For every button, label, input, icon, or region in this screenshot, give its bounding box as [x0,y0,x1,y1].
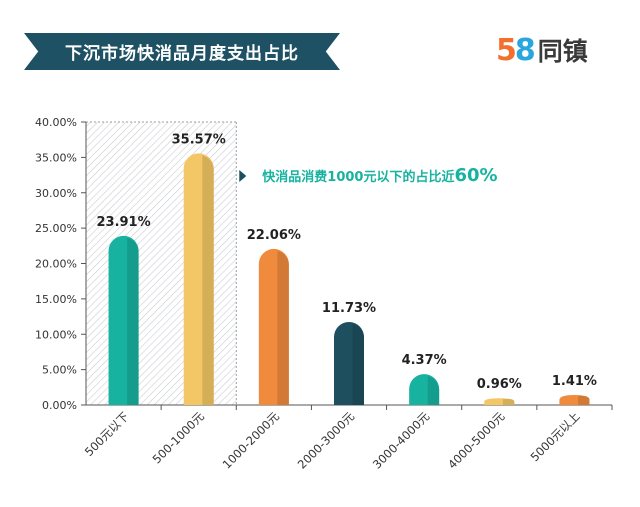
x-tick-label: 4000-5000元 [445,409,508,472]
value-label: 35.57% [172,132,226,147]
logo-digit-8: 8 [514,32,536,68]
annotation-arrow [239,170,247,182]
y-tick-label: 25.00% [35,222,77,235]
bar [409,374,440,405]
bar-shade [127,237,139,405]
value-label: 0.96% [477,377,522,392]
value-label: 1.41% [552,374,597,389]
y-tick-label: 20.00% [35,258,77,271]
logo-text: 同镇 [537,37,588,66]
bar [258,248,289,405]
chart-title: 下沉市场快消品月度支出占比 [65,44,299,64]
x-tick-label: 2000-3000元 [295,409,358,472]
bar-shade [578,395,590,405]
bar [559,395,590,405]
bar-shade [427,376,440,405]
value-label: 23.91% [96,215,150,230]
highlight-region [86,122,237,405]
value-label: 11.73% [322,301,376,316]
x-tick-label: 3000-4000元 [370,409,433,472]
y-tick-label: 35.00% [35,151,77,164]
bar [183,153,214,405]
y-tick-label: 40.00% [35,116,77,129]
x-tick-label: 500-1000元 [150,409,208,467]
y-tick-label: 0.00% [42,399,77,412]
y-tick-label: 30.00% [35,187,77,200]
bar-shade [202,155,214,405]
bar [484,398,515,405]
x-tick-label: 500元以下 [82,409,132,459]
x-tick-label: 1000-2000元 [220,409,283,472]
y-tick-label: 15.00% [35,293,77,306]
bar [334,322,364,405]
logo-digit-5: 5 [496,32,517,68]
value-label: 22.06% [247,228,301,243]
annotation-highlight: 60% [454,165,497,186]
y-tick-label: 10.00% [35,328,77,341]
bar-shade [277,250,289,405]
bar-shade [352,324,364,405]
y-tick-label: 5.00% [42,364,77,377]
bar-shade [502,398,515,405]
value-label: 4.37% [402,353,447,368]
x-tick-label: 5000元以上 [528,409,583,464]
bar [108,235,139,405]
brand-logo: 58 同镇 [496,32,588,68]
title-banner: 下沉市场快消品月度支出占比 [24,33,340,70]
annotation-main: 快消品消费1000元以下的占比近 [262,169,454,185]
annotation-text: 快消品消费1000元以下的占比近60% [262,165,497,186]
